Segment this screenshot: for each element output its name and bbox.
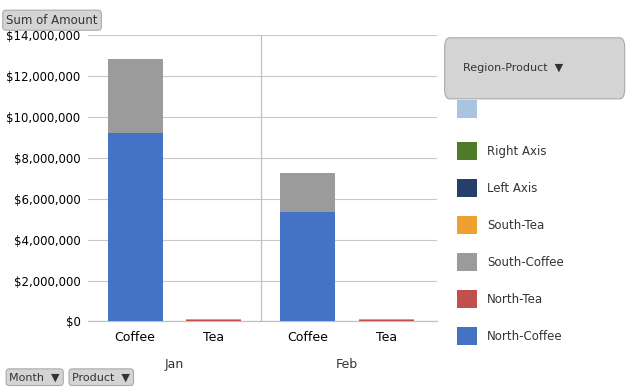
Text: Region-Product  ▼: Region-Product ▼ [464, 64, 564, 73]
Bar [281, 173, 335, 212]
Bar [457, 216, 477, 234]
Bar [186, 319, 241, 320]
Text: Left Axis: Left Axis [487, 182, 537, 195]
Bar [457, 290, 477, 308]
Bar [457, 179, 477, 197]
Bar [186, 320, 241, 321]
Bar [108, 59, 162, 133]
Bar [457, 100, 477, 118]
FancyBboxPatch shape [445, 38, 625, 99]
Text: Right Axis: Right Axis [487, 145, 547, 158]
Text: Month  ▼: Month ▼ [9, 372, 60, 382]
Text: North-Coffee: North-Coffee [487, 330, 563, 343]
Bar [457, 142, 477, 160]
Bar [457, 327, 477, 345]
Bar [108, 133, 162, 321]
Text: South-Tea: South-Tea [487, 219, 544, 232]
Bar [359, 320, 414, 321]
Bar [281, 212, 335, 321]
Bar [457, 253, 477, 271]
Text: Jan: Jan [165, 358, 184, 371]
Text: Product  ▼: Product ▼ [72, 372, 130, 382]
Bar [359, 319, 414, 320]
Text: Sum of Amount: Sum of Amount [6, 14, 97, 27]
Text: Feb: Feb [336, 358, 358, 371]
Text: South-Coffee: South-Coffee [487, 256, 564, 269]
Text: North-Tea: North-Tea [487, 292, 543, 306]
